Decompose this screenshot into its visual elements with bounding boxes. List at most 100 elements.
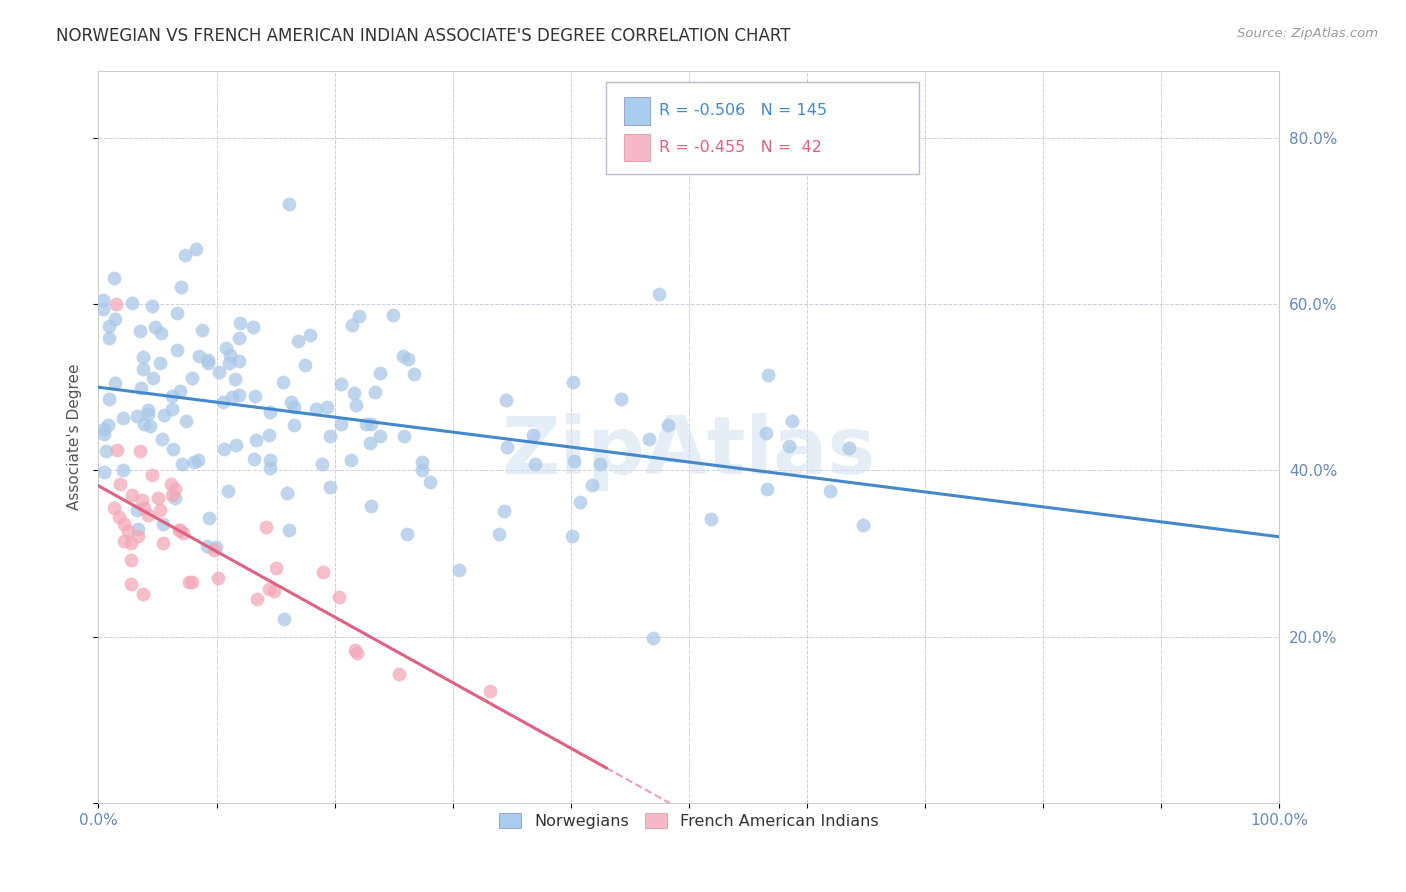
Point [91,302,114,317]
Point [125,409,148,424]
Point [340,453,363,467]
Point [495,393,517,408]
Point [347,309,370,323]
Point [263,584,285,599]
Point [195,539,218,553]
Point [638,432,661,446]
Point [169,280,191,294]
Text: R = -0.506   N = 145: R = -0.506 N = 145 [659,103,827,119]
Point [121,488,143,502]
Point [242,320,264,334]
Point [186,242,208,256]
Text: ZipAtlas: ZipAtlas [502,413,876,491]
Point [190,323,212,337]
Point [105,297,128,311]
Point [782,414,804,428]
Point [818,483,841,498]
Point [139,419,162,434]
Point [496,441,519,455]
Point [134,501,156,516]
Point [298,328,321,343]
Point [283,418,305,433]
Point [756,482,779,496]
Point [125,503,148,517]
Point [160,477,183,491]
Point [228,388,250,402]
Point [169,523,191,537]
Text: R = -0.455   N =  42: R = -0.455 N = 42 [659,140,823,155]
Point [141,468,163,483]
Point [360,436,382,450]
Point [243,451,266,466]
Point [98,319,121,334]
Point [561,375,583,389]
Point [419,475,441,489]
Point [208,365,231,379]
Point [344,643,367,657]
Point [494,504,516,518]
Point [259,405,281,419]
Point [112,534,135,549]
Point [755,425,778,440]
Point [112,517,135,532]
Point [97,331,120,345]
Point [131,492,153,507]
Point [245,434,267,448]
Point [228,354,250,368]
Point [136,508,159,522]
Point [523,457,546,471]
Point [162,401,184,416]
Point [756,368,779,383]
Point [187,452,209,467]
Point [162,442,184,456]
Point [311,457,333,471]
Point [131,381,153,395]
Point [132,417,155,431]
Point [449,563,471,577]
Point [319,429,342,443]
Point [838,441,860,455]
Point [852,518,875,533]
Point [169,384,191,398]
Point [120,577,142,591]
Point [94,444,117,458]
Point [344,398,367,412]
Point [273,612,295,626]
Point [218,356,240,370]
Point [647,287,669,301]
Point [402,367,425,381]
Point [342,318,364,332]
Point [160,389,183,403]
Point [610,392,633,406]
Point [396,351,419,366]
Point [657,417,679,432]
Point [149,503,172,517]
Point [103,501,125,516]
Point [214,341,236,355]
Point [174,414,197,428]
Point [165,483,187,497]
Legend: Norwegians, French American Indians: Norwegians, French American Indians [492,806,886,835]
Point [170,457,193,471]
Point [581,477,603,491]
Point [149,356,172,370]
Point [152,516,174,531]
Point [588,457,610,471]
Point [121,296,143,310]
Point [522,427,544,442]
Point [120,553,142,567]
Point [316,401,339,415]
Point [132,362,155,376]
Point [229,316,252,330]
Point [104,312,127,326]
Point [141,299,163,313]
Point [388,666,411,681]
Point [150,326,173,340]
Point [167,523,190,537]
Point [478,683,501,698]
Point [207,571,229,585]
Point [214,442,236,456]
Point [360,499,382,513]
Point [312,565,335,579]
Point [217,484,239,499]
